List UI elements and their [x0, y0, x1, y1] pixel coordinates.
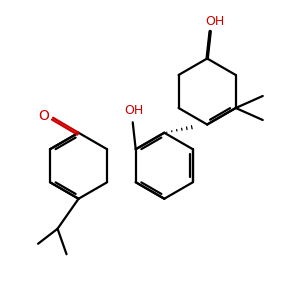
- Text: O: O: [39, 109, 50, 123]
- Text: OH: OH: [205, 14, 224, 28]
- Text: OH: OH: [124, 104, 144, 117]
